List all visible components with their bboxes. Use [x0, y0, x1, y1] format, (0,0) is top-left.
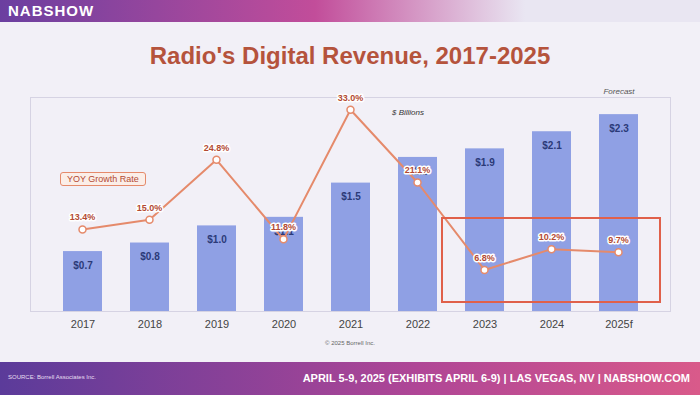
svg-text:$1.8: $1.8: [408, 166, 428, 177]
svg-text:2021: 2021: [339, 318, 363, 330]
svg-text:13.4%: 13.4%: [70, 212, 96, 222]
html-text:APRIL 5-9, 2025 (EXHIBITS APRI: APRIL 5-9, 2025 (EXHIBITS APRIL 6-9) | L…: [302, 372, 690, 384]
svg-text:9.7%: 9.7%: [608, 235, 629, 245]
html-text:$ Billions: $ Billions: [392, 108, 424, 117]
svg-text:6.8%: 6.8%: [474, 253, 495, 263]
svg-text:2025f: 2025f: [605, 318, 633, 330]
svg-text:2018: 2018: [138, 318, 162, 330]
svg-text:2017: 2017: [71, 318, 95, 330]
svg-text:2019: 2019: [205, 318, 229, 330]
svg-text:21.1%: 21.1%: [405, 165, 431, 175]
svg-text:2023: 2023: [473, 318, 497, 330]
svg-text:$2.3: $2.3: [609, 123, 629, 134]
html-text:Radio's Digital Revenue, 2017-: Radio's Digital Revenue, 2017-2025: [149, 42, 551, 69]
svg-text:Forecast: Forecast: [603, 87, 635, 96]
svg-text:10.2%: 10.2%: [539, 232, 565, 242]
svg-text:15.0%: 15.0%: [137, 203, 163, 213]
html-text:SOURCE: Borrell Associates Inc: SOURCE: Borrell Associates Inc.: [8, 374, 96, 380]
svg-text:24.8%: 24.8%: [204, 143, 230, 153]
html-text:YOY Growth Rate: YOY Growth Rate: [67, 174, 139, 184]
svg-text:$1.5: $1.5: [341, 191, 361, 202]
svg-text:$1.0: $1.0: [207, 234, 227, 245]
svg-text:2024: 2024: [540, 318, 564, 330]
svg-text:2020: 2020: [272, 318, 296, 330]
svg-text:2022: 2022: [406, 318, 430, 330]
svg-text:33.0%: 33.0%: [338, 93, 364, 103]
svg-text:11.8%: 11.8%: [271, 222, 296, 232]
svg-text:$2.1: $2.1: [542, 140, 562, 151]
svg-text:$1.1: $1.1: [274, 226, 294, 237]
svg-text:$0.8: $0.8: [140, 251, 160, 262]
html-text:© 2025 Borrell Inc.: © 2025 Borrell Inc.: [325, 340, 375, 346]
html-text:NABSHOW: NABSHOW: [8, 2, 95, 19]
svg-text:$0.7: $0.7: [73, 260, 93, 271]
svg-text:$1.9: $1.9: [475, 157, 495, 168]
